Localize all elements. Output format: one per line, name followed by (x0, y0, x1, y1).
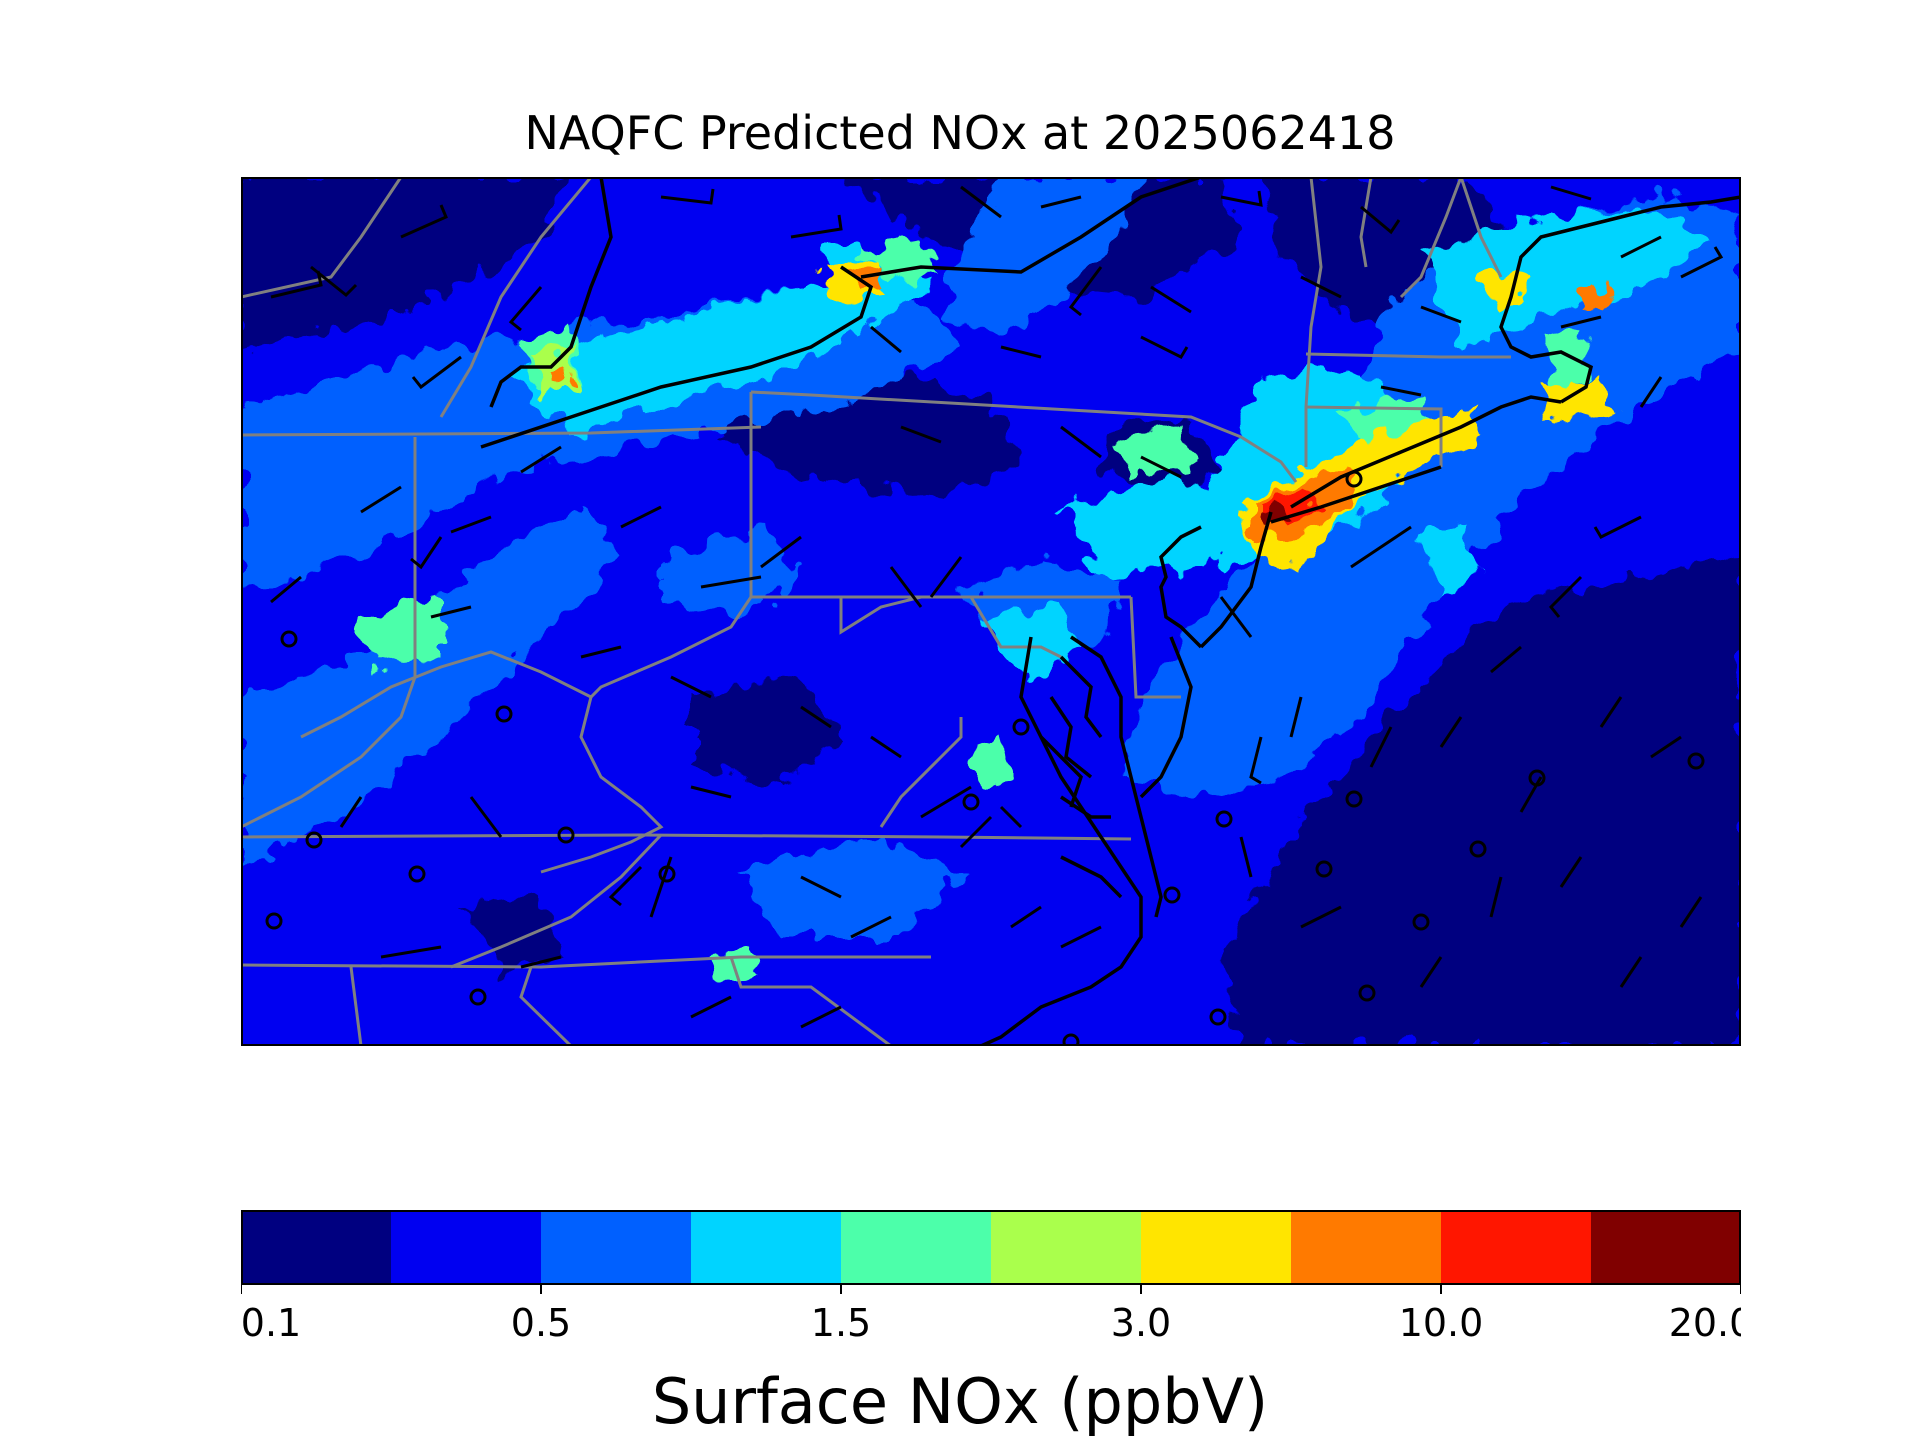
colorbar-tick-label: 0.5 (511, 1301, 571, 1345)
colorbar-tick-label: 1.5 (811, 1301, 871, 1345)
calm-wind-circles (265, 470, 1705, 1046)
colorbar-tick-label: 20.0 (1669, 1301, 1741, 1345)
colorbar-tick-label: 3.0 (1111, 1301, 1171, 1345)
colorbar-swatch (691, 1210, 842, 1284)
colorbar-swatch (841, 1210, 992, 1284)
colorbar-swatch (541, 1210, 692, 1284)
state-borders (241, 177, 1511, 1046)
colorbar-ticks: 0.1 0.5 1.5 3.0 10.0 20.0 (241, 1284, 1741, 1345)
colorbar-swatches (241, 1210, 1741, 1284)
colorbar-swatch (391, 1210, 542, 1284)
colorbar-label: Surface NOx (ppbV) (651, 1365, 1269, 1438)
colorbar-swatch (1141, 1210, 1292, 1284)
colorbar-frame (241, 1210, 1741, 1285)
colorbar: 0.1 0.5 1.5 3.0 10.0 20.0 (241, 1210, 1741, 1345)
colorbar-swatch (991, 1210, 1142, 1284)
nox-map (241, 177, 1741, 1046)
coastlines (480, 177, 1741, 1046)
colorbar-swatch (1591, 1210, 1741, 1284)
nox-field (241, 177, 1741, 1046)
colorbar-tick-label: 10.0 (1399, 1301, 1484, 1345)
colorbar-swatch (1441, 1210, 1592, 1284)
map-title: NAQFC Predicted NOx at 2025062418 (524, 106, 1396, 160)
colorbar-swatch (1291, 1210, 1442, 1284)
map-frame (241, 177, 1741, 1046)
colorbar-tick-label: 0.1 (241, 1301, 301, 1345)
wind-barbs (270, 185, 1724, 1029)
colorbar-swatch (241, 1210, 392, 1284)
